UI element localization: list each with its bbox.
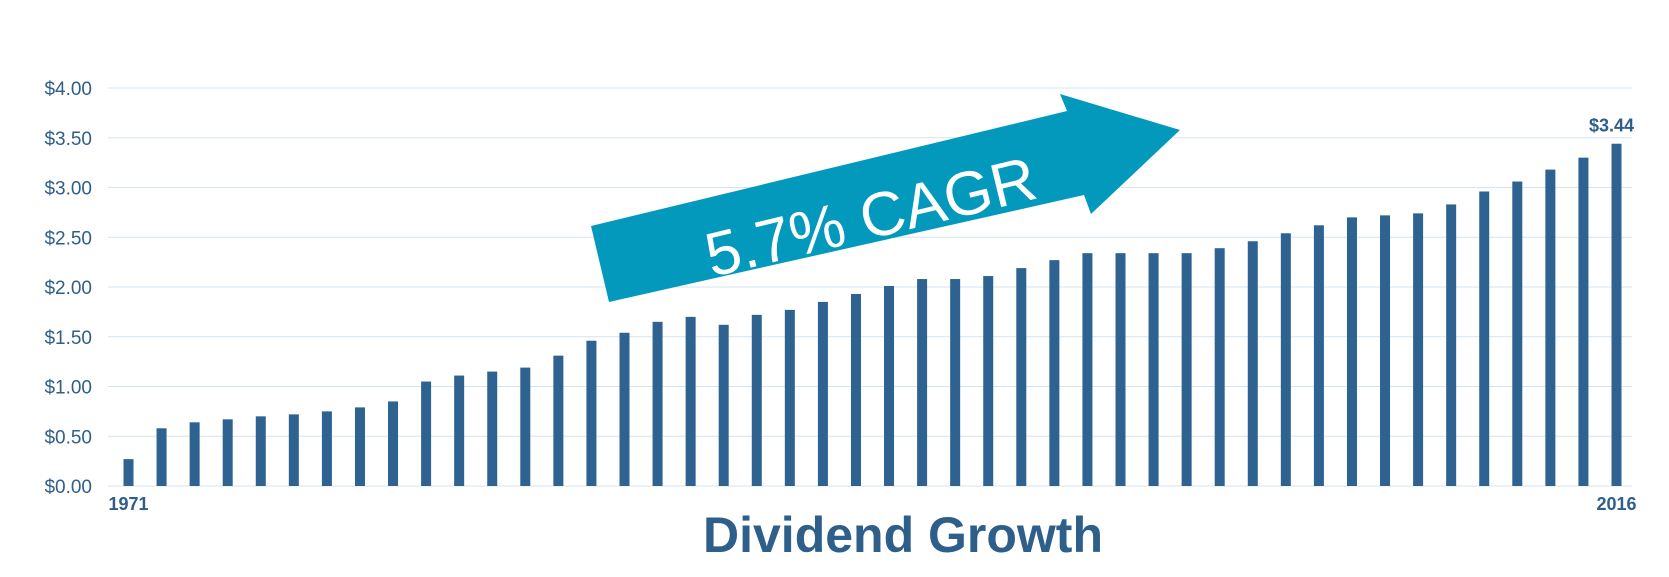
bar-1985 bbox=[586, 340, 597, 486]
bar-1982 bbox=[487, 371, 498, 486]
bar-1993 bbox=[850, 293, 861, 486]
bar-1994 bbox=[884, 286, 895, 486]
data-labels: $3.44 bbox=[1589, 116, 1634, 136]
bars bbox=[123, 143, 1622, 487]
bar-2012 bbox=[1479, 191, 1490, 487]
bar-2007 bbox=[1313, 225, 1324, 486]
bar-1999 bbox=[1049, 260, 1060, 486]
cagr-arrow-shape bbox=[591, 94, 1180, 302]
y-tick-label: $1.50 bbox=[44, 328, 92, 349]
y-tick-label: $2.00 bbox=[44, 278, 92, 299]
bar-2001 bbox=[1115, 253, 1126, 486]
bar-1979 bbox=[388, 401, 399, 486]
y-axis-tick-labels: $0.00 $0.50 $1.00 $1.50 $2.00 $2.50 $3.00 $3.50… bbox=[44, 79, 92, 498]
bar-1988 bbox=[685, 316, 696, 486]
bar-1973 bbox=[189, 422, 200, 486]
y-tick-label: $4.00 bbox=[44, 79, 92, 100]
bar-1971 bbox=[123, 459, 134, 486]
bar-2010 bbox=[1413, 213, 1424, 486]
bar-1975 bbox=[255, 416, 266, 486]
bar-1992 bbox=[817, 301, 828, 486]
bar-1986 bbox=[619, 332, 630, 486]
x-tick-label: 1971 bbox=[108, 494, 148, 514]
bar-1980 bbox=[421, 381, 432, 486]
data-label: $3.44 bbox=[1589, 116, 1634, 136]
bar-2016 bbox=[1611, 143, 1622, 486]
chart-title: Dividend Growth bbox=[703, 507, 1103, 563]
bar-1989 bbox=[718, 324, 729, 486]
bar-2008 bbox=[1346, 217, 1357, 486]
bar-2015 bbox=[1578, 157, 1589, 486]
bar-1983 bbox=[520, 367, 531, 486]
bar-2005 bbox=[1247, 241, 1258, 486]
bar-2004 bbox=[1214, 248, 1225, 486]
bar-1990 bbox=[751, 314, 762, 486]
bar-2013 bbox=[1512, 181, 1523, 486]
bar-1972 bbox=[156, 428, 167, 486]
y-tick-label: $3.00 bbox=[44, 179, 92, 200]
bar-1995 bbox=[917, 279, 928, 486]
bar-2006 bbox=[1280, 233, 1291, 486]
y-tick-label: $0.00 bbox=[44, 477, 92, 498]
bar-1974 bbox=[222, 419, 233, 486]
bar-1977 bbox=[321, 411, 332, 486]
bar-2003 bbox=[1181, 253, 1192, 486]
bar-2014 bbox=[1545, 169, 1556, 486]
bar-1976 bbox=[288, 414, 299, 486]
bar-2002 bbox=[1148, 253, 1159, 486]
y-tick-label: $3.50 bbox=[44, 129, 92, 150]
bar-1978 bbox=[354, 407, 365, 486]
y-tick-label: $1.00 bbox=[44, 378, 92, 399]
bar-1981 bbox=[454, 375, 465, 486]
bar-1984 bbox=[553, 355, 564, 486]
x-tick-label: 2016 bbox=[1596, 494, 1636, 514]
bar-1987 bbox=[652, 321, 663, 486]
bar-1991 bbox=[784, 309, 795, 486]
y-tick-label: $2.50 bbox=[44, 228, 92, 249]
bar-2011 bbox=[1446, 204, 1457, 487]
bar-1996 bbox=[950, 279, 961, 486]
bar-1997 bbox=[983, 276, 994, 486]
bar-2000 bbox=[1082, 253, 1093, 486]
gridlines bbox=[108, 87, 1632, 487]
y-tick-label: $0.50 bbox=[44, 427, 92, 448]
bar-1998 bbox=[1016, 268, 1027, 486]
bar-2009 bbox=[1380, 215, 1391, 487]
x-axis-tick-labels: 1971 2016 bbox=[108, 494, 1636, 514]
